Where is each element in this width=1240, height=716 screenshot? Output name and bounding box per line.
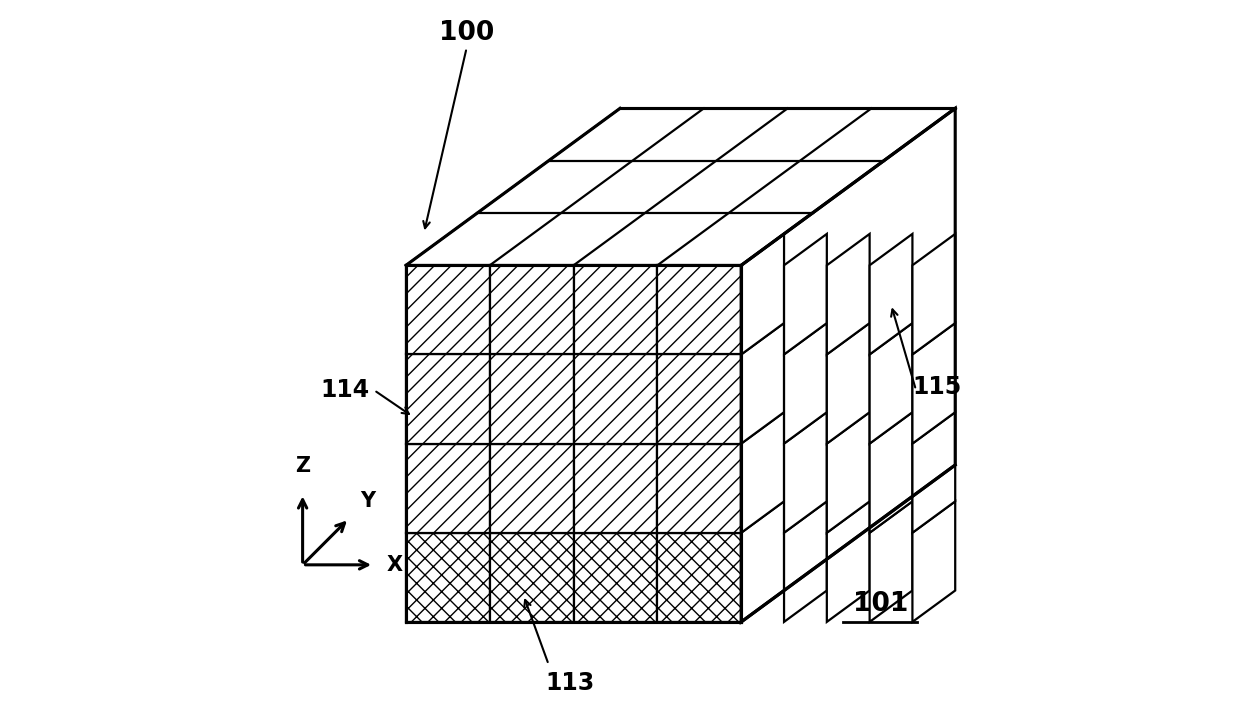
Polygon shape bbox=[742, 323, 784, 444]
Bar bbox=[405, 354, 490, 444]
Bar bbox=[657, 444, 742, 533]
Polygon shape bbox=[827, 323, 869, 444]
Polygon shape bbox=[742, 234, 784, 354]
Polygon shape bbox=[784, 501, 827, 622]
Polygon shape bbox=[742, 501, 784, 622]
Text: 101: 101 bbox=[853, 591, 908, 617]
Bar bbox=[657, 533, 742, 622]
Text: 114: 114 bbox=[321, 378, 370, 402]
Bar bbox=[574, 266, 657, 354]
Polygon shape bbox=[869, 501, 913, 622]
Text: X: X bbox=[387, 555, 403, 575]
Text: 100: 100 bbox=[439, 21, 495, 47]
Polygon shape bbox=[784, 323, 827, 444]
Polygon shape bbox=[405, 108, 955, 266]
Polygon shape bbox=[742, 412, 784, 533]
Polygon shape bbox=[913, 323, 955, 444]
Bar bbox=[574, 533, 657, 622]
Bar bbox=[405, 533, 490, 622]
Bar bbox=[490, 444, 574, 533]
Text: 113: 113 bbox=[546, 670, 595, 695]
Polygon shape bbox=[742, 108, 955, 622]
Polygon shape bbox=[784, 234, 827, 354]
Text: Z: Z bbox=[295, 455, 310, 475]
Bar bbox=[490, 533, 574, 622]
Bar bbox=[490, 266, 574, 354]
Polygon shape bbox=[869, 412, 913, 533]
Bar bbox=[490, 354, 574, 444]
Text: Y: Y bbox=[360, 491, 374, 511]
Bar bbox=[574, 444, 657, 533]
Polygon shape bbox=[913, 501, 955, 622]
Text: 115: 115 bbox=[913, 374, 962, 399]
Polygon shape bbox=[827, 412, 869, 533]
Polygon shape bbox=[827, 501, 869, 622]
Bar bbox=[657, 354, 742, 444]
Polygon shape bbox=[827, 234, 869, 354]
Bar bbox=[657, 266, 742, 354]
Polygon shape bbox=[869, 234, 913, 354]
Polygon shape bbox=[913, 234, 955, 354]
Bar bbox=[405, 266, 490, 354]
Polygon shape bbox=[869, 323, 913, 444]
Polygon shape bbox=[913, 412, 955, 533]
Bar bbox=[574, 354, 657, 444]
Polygon shape bbox=[784, 412, 827, 533]
Bar bbox=[405, 444, 490, 533]
